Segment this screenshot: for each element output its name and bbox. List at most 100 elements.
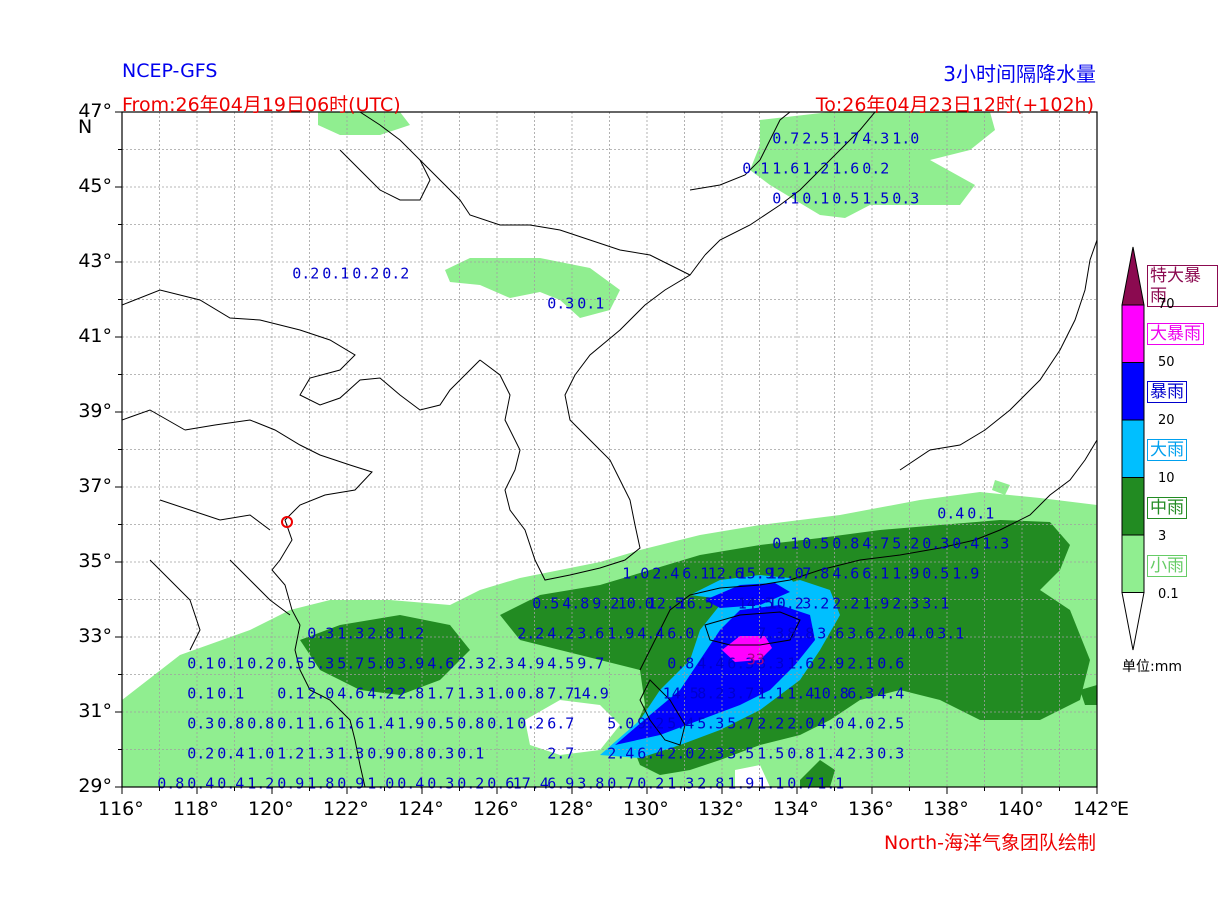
precip-value: 1.5: [757, 744, 784, 762]
precip-value: 1.0: [892, 129, 919, 147]
precip-value: 7.3: [757, 624, 784, 642]
precip-value: 4.6: [832, 564, 859, 582]
precip-value: 1.7: [832, 129, 859, 147]
precip-value: 0.4: [937, 504, 964, 522]
lat-tick-label: 29°: [78, 775, 112, 797]
precip-value: 0.1: [217, 684, 244, 702]
precip-value: 0.1: [487, 714, 514, 732]
precip-value: 3.6: [847, 624, 874, 642]
precip-value: 6.3: [847, 684, 874, 702]
precip-value: 0.4: [187, 774, 214, 792]
precip-value: 2.3: [847, 744, 874, 762]
precip-value: 2.2: [517, 624, 544, 642]
legend-threshold: 20: [1158, 413, 1175, 428]
lon-tick-label: 132°: [698, 798, 744, 820]
precip-value: 0.1: [187, 654, 214, 672]
precip-value: 0.1: [772, 534, 799, 552]
lat-tick-label: 47°: [78, 100, 112, 122]
precip-value: 6.1: [862, 564, 889, 582]
precip-value: 1.6: [772, 159, 799, 177]
precip-value: 1.0: [487, 684, 514, 702]
precip-value: 2.2: [832, 594, 859, 612]
lon-tick-label: 116°: [98, 798, 144, 820]
lon-tick-label: 128°: [548, 798, 594, 820]
precip-value: 0.9: [337, 774, 364, 792]
precip-value: 1.9: [607, 624, 634, 642]
lat-tick-label: 41°: [78, 325, 112, 347]
lon-tick-label: 126°: [473, 798, 519, 820]
chart-title: 3小时间隔降水量: [943, 62, 1096, 86]
legend-category-label: 小雨: [1147, 555, 1187, 577]
precip-value: 2.9: [817, 654, 844, 672]
legend-category-label: 特大暴雨: [1147, 265, 1218, 307]
legend-threshold: 10: [1158, 471, 1175, 486]
precip-value: 0.1: [277, 684, 304, 702]
precip-value: 3.2: [802, 594, 829, 612]
precip-value: 3.8: [577, 774, 604, 792]
precip-value: 0.5: [802, 534, 829, 552]
legend-swatch: [1121, 534, 1145, 593]
precip-value: 6.9: [547, 774, 574, 792]
legend-swatch: [1121, 419, 1145, 478]
longitude-unit: E: [1117, 798, 1130, 820]
precip-value: 0.2: [187, 744, 214, 762]
precip-value: 4.8: [562, 594, 589, 612]
legend-swatch-below: [1121, 592, 1145, 651]
precip-value: 0.3: [307, 624, 334, 642]
precip-value: 0.4: [952, 534, 979, 552]
precip-value: 2.0: [787, 714, 814, 732]
precip-value: 33: [747, 651, 765, 669]
precip-value: 0.7: [772, 129, 799, 147]
precip-value: 0.8: [787, 744, 814, 762]
precip-value: 0.3: [427, 774, 454, 792]
precip-value: 9.7: [577, 654, 604, 672]
precip-value: 1.2: [247, 774, 274, 792]
latitude-unit: N: [78, 116, 93, 138]
lon-tick-label: 122°: [323, 798, 369, 820]
precip-value: 1.4: [787, 684, 814, 702]
precip-value: 3.9: [397, 654, 424, 672]
precip-value: 2.5: [802, 129, 829, 147]
precip-value: 2.8: [697, 774, 724, 792]
lat-tick-label: 39°: [78, 400, 112, 422]
precip-value: 0.2: [382, 264, 409, 282]
precip-value: 2.4: [607, 744, 634, 762]
precip-value: 2.1: [847, 654, 874, 672]
lat-tick-label: 45°: [78, 175, 112, 197]
legend-category-label: 中雨: [1147, 497, 1187, 519]
valid-to: To:26年04月23日12时(+102h): [815, 94, 1094, 116]
precip-value: 0.2: [292, 264, 319, 282]
precip-value: 0.1: [277, 714, 304, 732]
precipitation-shading: [122, 112, 1097, 787]
precip-value: 0.3: [187, 714, 214, 732]
precip-value: 10.0: [618, 594, 654, 612]
precip-value: 8.2: [697, 684, 724, 702]
precip-value: 2.3: [892, 594, 919, 612]
precip-value: 2.2: [757, 714, 784, 732]
precip-value: 4.4: [637, 624, 664, 642]
precip-value: 4.5: [547, 654, 574, 672]
precip-value: 0.8: [667, 654, 694, 672]
precip-value: 1.3: [457, 684, 484, 702]
precip-value: 6.7: [547, 714, 574, 732]
precip-value: 5.4: [667, 714, 694, 732]
precip-value: 0.1: [577, 294, 604, 312]
precip-value: 0.4: [217, 744, 244, 762]
precip-value: 0.1: [742, 159, 769, 177]
precip-value: 2.5: [877, 714, 904, 732]
valid-from: From:26年04月19日06时(UTC): [122, 94, 401, 116]
precip-value: 6.4: [637, 744, 664, 762]
legend-swatch: [1121, 246, 1145, 306]
precip-value: 4.4: [877, 684, 904, 702]
lon-tick-label: 124°: [398, 798, 444, 820]
precip-value: 1.2: [397, 624, 424, 642]
lon-tick-label: 134°: [773, 798, 819, 820]
precip-value: 12.6: [708, 564, 744, 582]
precip-value: 5.3: [697, 714, 724, 732]
precip-value: 0.3: [427, 744, 454, 762]
lon-tick-label: 142°: [1073, 798, 1119, 820]
precip-value: 1.6: [787, 654, 814, 672]
lon-tick-label: 140°: [998, 798, 1044, 820]
legend-swatch: [1121, 477, 1145, 536]
precip-value: 1.0: [622, 564, 649, 582]
